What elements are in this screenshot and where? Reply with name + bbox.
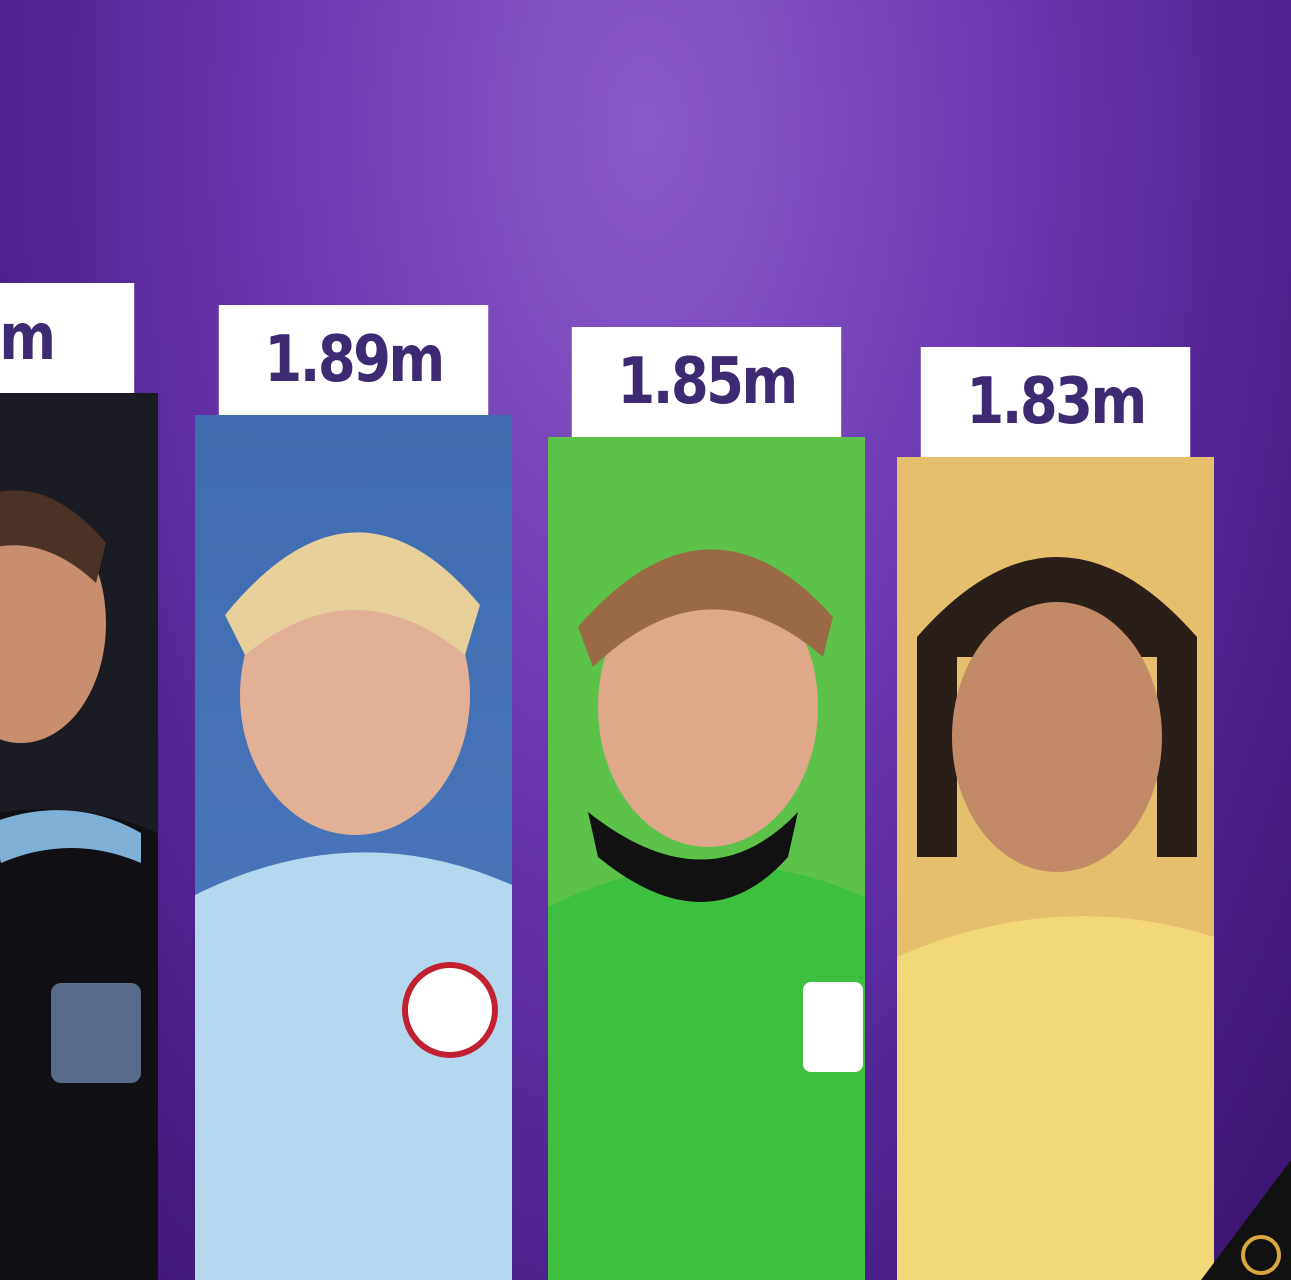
player-card: 1.85m <box>548 327 865 1280</box>
player-card: 9m <box>0 283 158 1280</box>
player-photo <box>195 415 512 1280</box>
height-label: 1.83m <box>920 347 1191 457</box>
player-silhouette <box>195 532 512 1280</box>
player-card: 1.83m <box>897 347 1214 1280</box>
player-photo <box>897 457 1214 1280</box>
player-photo <box>548 437 865 1280</box>
height-label: 1.89m <box>218 305 489 415</box>
player-silhouette <box>0 490 158 1280</box>
player-photo <box>0 393 158 1280</box>
player-silhouette <box>548 549 865 1280</box>
height-label: 1.85m <box>571 327 842 437</box>
player-card: 1.89m <box>195 305 512 1280</box>
brand-logo <box>1201 1160 1291 1280</box>
height-label: 9m <box>0 283 135 393</box>
player-silhouette <box>897 557 1214 1280</box>
